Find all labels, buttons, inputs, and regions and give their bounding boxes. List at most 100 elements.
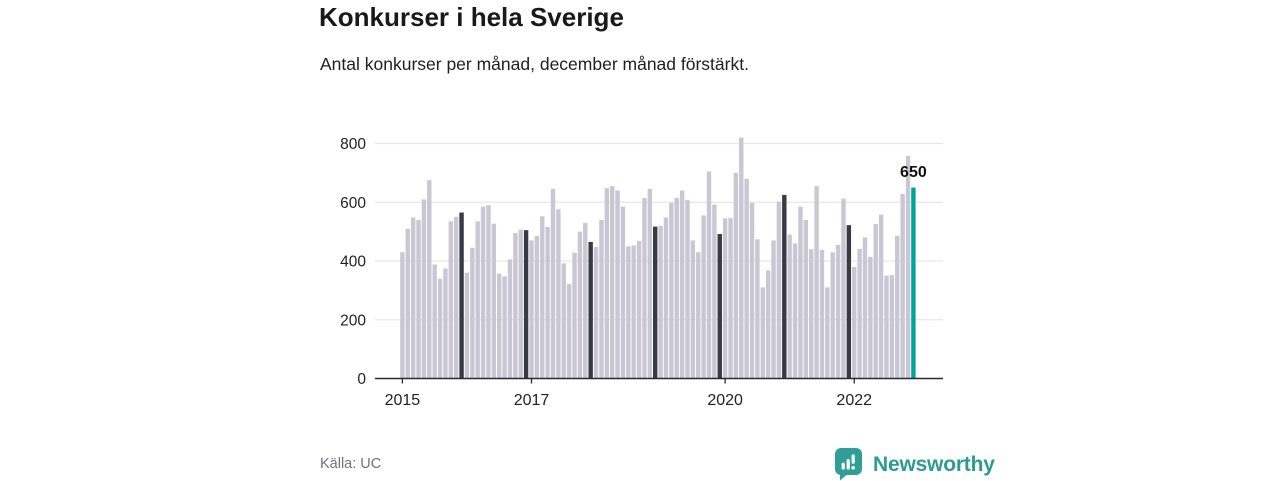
page-title: Konkurser i hela Sverige bbox=[319, 2, 624, 32]
bar-2022-10 bbox=[900, 194, 905, 379]
bar-2022-05 bbox=[873, 223, 878, 379]
bar-2016-10 bbox=[513, 233, 518, 379]
y-tick-label-800: 800 bbox=[340, 136, 366, 153]
bar-2017-02 bbox=[534, 236, 540, 379]
bar-2020-03 bbox=[733, 172, 739, 379]
bar-2017-11 bbox=[583, 222, 588, 379]
bar-2020-12 bbox=[782, 194, 787, 379]
bar-2018-06 bbox=[620, 206, 626, 379]
bar-2020-07 bbox=[755, 239, 760, 379]
bar-2015-02 bbox=[405, 228, 410, 379]
bar-2015-11 bbox=[453, 216, 459, 379]
y-axis-labels: 0 200 400 600 800 bbox=[340, 136, 366, 388]
y-tick-label-0: 0 bbox=[357, 371, 366, 388]
bar-2018-08 bbox=[631, 245, 636, 379]
x-tick-label-2022: 2022 bbox=[836, 392, 872, 409]
bar-2018-11 bbox=[647, 189, 653, 379]
bar-2022-03 bbox=[862, 237, 868, 379]
y-tick-label-200: 200 bbox=[340, 312, 366, 329]
bar-2015-05 bbox=[421, 199, 427, 379]
bar-2016-08 bbox=[502, 276, 507, 379]
bar-2019-12 bbox=[717, 233, 722, 379]
bar-2015-01 bbox=[400, 252, 405, 379]
x-tick-label-2017: 2017 bbox=[514, 392, 550, 409]
bar-2017-04 bbox=[545, 226, 550, 379]
bar-2018-05 bbox=[615, 190, 620, 379]
bar-2016-04 bbox=[480, 206, 486, 379]
bar-2021-06 bbox=[814, 186, 819, 379]
bar-2019-09 bbox=[701, 215, 706, 379]
bar-2017-06 bbox=[556, 209, 561, 379]
x-axis-labels: 2015 2017 2020 2022 bbox=[385, 378, 872, 409]
bar-2018-03 bbox=[604, 188, 609, 379]
bar-2020-08 bbox=[760, 287, 765, 379]
bar-2016-02 bbox=[470, 247, 475, 379]
bar-2016-05 bbox=[486, 205, 491, 379]
bar-2019-02 bbox=[663, 217, 669, 379]
bar-2015-04 bbox=[416, 219, 421, 379]
bar-2017-09 bbox=[572, 252, 577, 379]
bar-2016-09 bbox=[507, 259, 513, 379]
bar-2021-03 bbox=[798, 206, 803, 379]
y-tick-label-400: 400 bbox=[340, 254, 366, 271]
bar-2018-01 bbox=[593, 246, 599, 379]
bar-2022-06 bbox=[878, 214, 884, 379]
bar-2019-06 bbox=[685, 199, 690, 379]
bar-2021-05 bbox=[809, 249, 814, 379]
bar-2018-09 bbox=[636, 241, 642, 379]
bar-2019-04 bbox=[674, 197, 679, 379]
bar-2015-10 bbox=[448, 221, 454, 379]
bar-2017-08 bbox=[566, 283, 572, 379]
bar-2022-07 bbox=[884, 275, 889, 379]
bar-2019-01 bbox=[658, 225, 663, 379]
bar-2022-11 bbox=[905, 155, 911, 379]
bar-2018-07 bbox=[626, 246, 631, 379]
bar-2018-10 bbox=[642, 198, 647, 379]
bar-chart: 0 200 400 600 800 2015 2017 2020 2022 650 bbox=[340, 136, 943, 409]
bar-2021-01 bbox=[787, 234, 792, 379]
bars bbox=[400, 137, 916, 379]
bar-2021-04 bbox=[803, 219, 809, 379]
bar-2022-04 bbox=[868, 256, 873, 379]
bar-2016-07 bbox=[497, 273, 502, 379]
bar-2021-02 bbox=[792, 243, 798, 379]
bar-2019-11 bbox=[712, 204, 717, 379]
bar-2017-12 bbox=[588, 241, 593, 379]
brand-logo: Newsworthy bbox=[831, 448, 995, 481]
bar-2020-11 bbox=[776, 201, 782, 379]
bar-2019-08 bbox=[696, 252, 701, 379]
bar-2019-10 bbox=[706, 171, 712, 379]
bar-2015-07 bbox=[432, 264, 437, 379]
bar-2021-11 bbox=[841, 198, 846, 379]
x-tick-label-2015: 2015 bbox=[385, 392, 421, 409]
bar-2020-02 bbox=[728, 218, 733, 379]
bar-2020-04 bbox=[739, 137, 744, 379]
bar-2019-03 bbox=[669, 202, 674, 379]
bar-2016-01 bbox=[464, 272, 470, 379]
bar-2021-07 bbox=[819, 249, 825, 379]
bar-2020-10 bbox=[771, 240, 776, 379]
y-tick-label-600: 600 bbox=[340, 195, 366, 212]
bar-2020-09 bbox=[765, 270, 771, 379]
bar-2017-10 bbox=[577, 231, 583, 379]
chart-bars-speech-bubble-icon bbox=[835, 448, 862, 481]
bar-2018-04 bbox=[609, 186, 615, 379]
bar-2016-12 bbox=[523, 230, 529, 379]
bar-2016-03 bbox=[475, 221, 480, 379]
bar-2016-11 bbox=[518, 229, 523, 379]
bar-2017-03 bbox=[540, 216, 545, 379]
bar-2022-01 bbox=[852, 266, 857, 379]
bar-2020-06 bbox=[749, 202, 755, 379]
bar-2015-03 bbox=[410, 217, 416, 379]
x-tick-label-2020: 2020 bbox=[707, 392, 743, 409]
bar-2022-08 bbox=[889, 275, 895, 379]
bar-2019-05 bbox=[679, 190, 685, 379]
bar-2018-02 bbox=[599, 219, 604, 379]
bar-2015-08 bbox=[437, 278, 443, 379]
bar-2015-12 bbox=[459, 212, 464, 379]
bar-2019-07 bbox=[690, 240, 696, 379]
bar-2022-02 bbox=[857, 248, 862, 379]
page-subtitle: Antal konkurser per månad, december måna… bbox=[320, 54, 749, 74]
bar-2016-06 bbox=[491, 223, 497, 379]
bar-2017-05 bbox=[550, 189, 556, 379]
